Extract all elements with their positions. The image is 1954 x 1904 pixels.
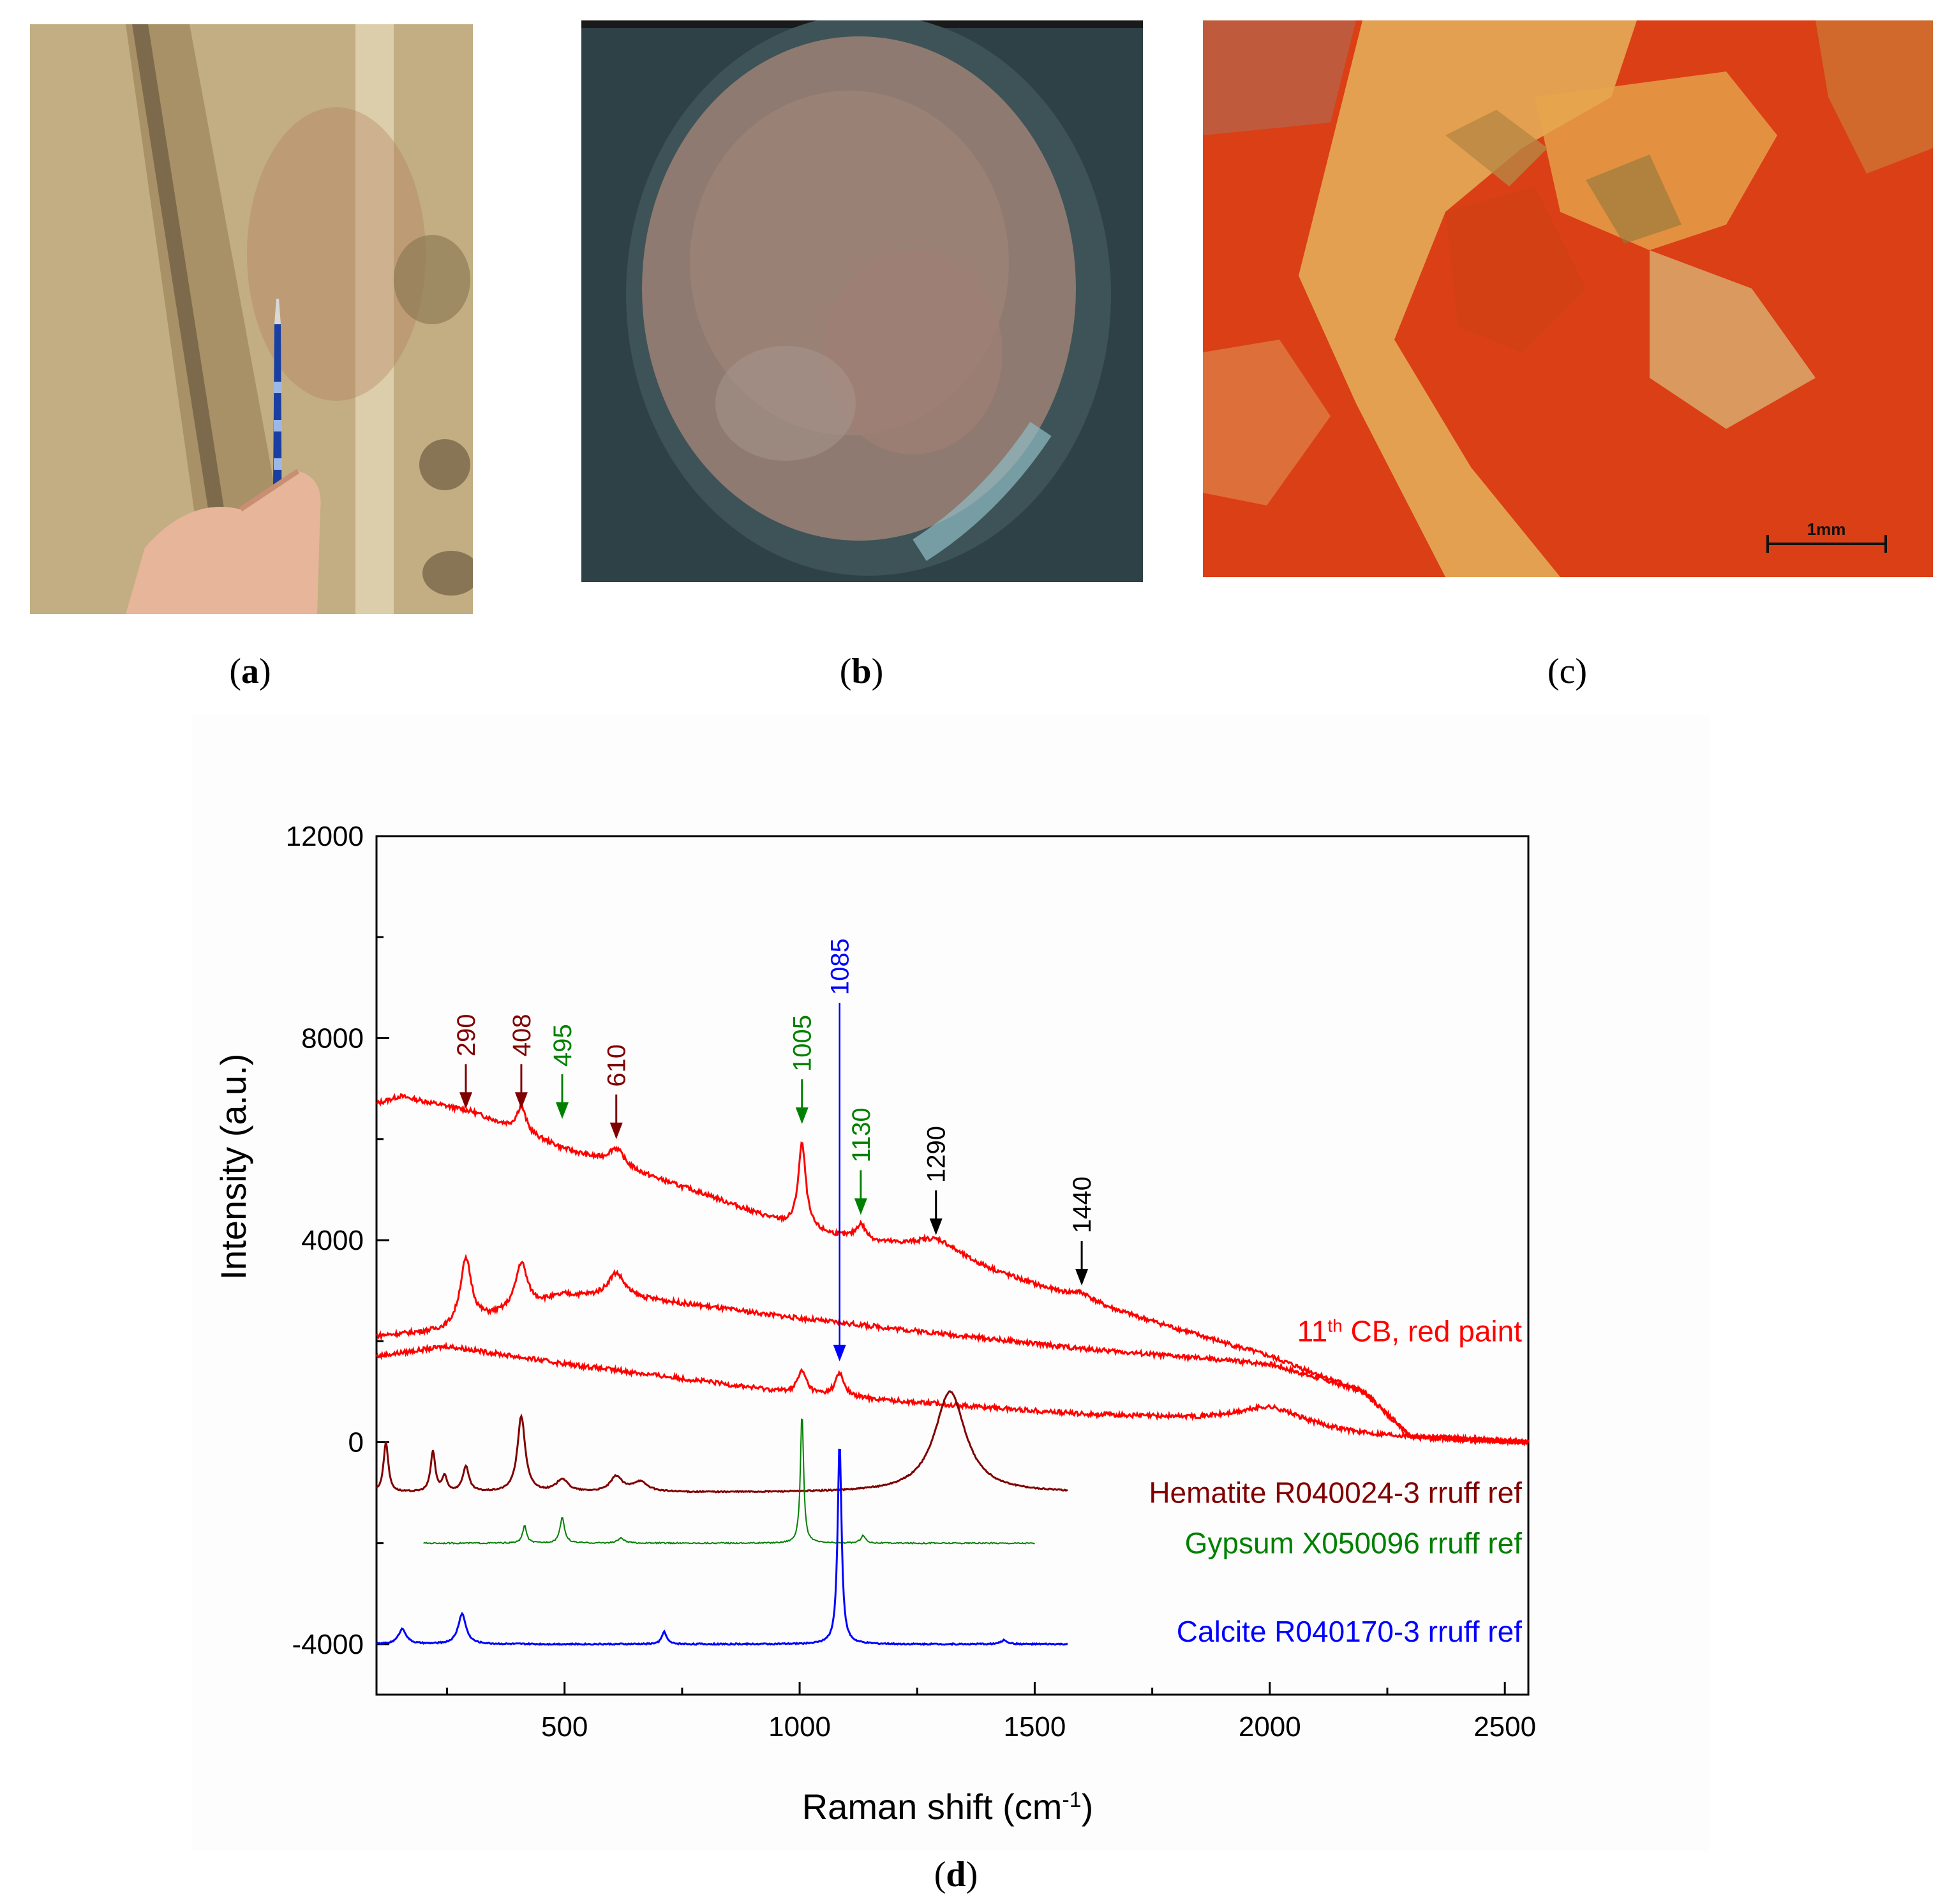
scalebar-label: 1mm (1807, 520, 1846, 539)
peak-arrow-head (556, 1102, 569, 1120)
peak-arrow-head (833, 1344, 846, 1361)
legend-label: 11th CB, red paint (1297, 1314, 1523, 1347)
photo-panel-c: 1mm (1203, 20, 1933, 577)
x-tick-label: 1500 (1003, 1711, 1066, 1743)
legend-label: Calcite R040170-3 rruff ref (1177, 1615, 1522, 1648)
peak-label: 290 (452, 1014, 481, 1056)
y-tick-label: 0 (348, 1427, 364, 1458)
caption-c: (c) (1547, 652, 1588, 691)
peak-label: 1005 (789, 1015, 817, 1072)
peak-label: 610 (603, 1044, 631, 1087)
chart-legend-group: 11th CB, red paint Hematite R040024-3 rru… (1149, 1314, 1522, 1648)
peak-label: 1130 (847, 1107, 876, 1162)
legend-label: Gypsum X050096 rruff ref (1185, 1527, 1523, 1560)
peak-arrow-head (929, 1218, 943, 1236)
legend-label: Hematite R040024-3 rruff ref (1149, 1476, 1522, 1510)
photo-c-image: 1mm (1203, 20, 1933, 577)
photo-b-image (581, 20, 1143, 582)
peak-label: 1290 (923, 1126, 951, 1183)
x-tick-label: 1000 (768, 1711, 831, 1743)
chart-series-group (375, 1093, 1530, 1646)
peak-arrow-head (459, 1092, 472, 1109)
photo-a-image (30, 24, 473, 614)
x-tick-label: 500 (541, 1711, 588, 1743)
spectrum-series-5 (375, 1448, 1068, 1646)
photo-panel-a (30, 24, 473, 614)
spectrum-series-2 (375, 1341, 1530, 1446)
plot-frame (375, 835, 1530, 1696)
peak-arrow-head (514, 1092, 528, 1109)
y-axis-label: Intensity (a.u.) (213, 1054, 253, 1280)
peak-arrow-head (1075, 1269, 1089, 1286)
peak-arrow-head (854, 1198, 867, 1215)
chart-annotations-group: 290 408 495 610 1005 1085 1130 1290 1440 (452, 938, 1096, 1361)
y-tick-label: -4000 (292, 1629, 364, 1660)
peak-arrow-head (609, 1122, 623, 1139)
chart-axes: 500 1000 1500 2000 2500 -4000 0 4000 8000 12000 (286, 821, 1536, 1743)
x-tick-label: 2500 (1473, 1711, 1536, 1743)
spectrum-series-0 (376, 1093, 1530, 1447)
spectrum-series-1 (376, 1254, 1530, 1446)
x-tick-label: 2000 (1239, 1711, 1301, 1743)
photo-panel-b (581, 20, 1143, 582)
peak-label: 408 (508, 1014, 536, 1056)
caption-b: (b) (839, 652, 884, 691)
peak-label: 1440 (1068, 1176, 1096, 1233)
peak-arrow-head (795, 1107, 809, 1124)
y-tick-label: 8000 (301, 1023, 364, 1054)
peak-label: 495 (549, 1024, 577, 1067)
spectrum-series-4 (422, 1418, 1035, 1545)
y-tick-label: 12000 (286, 821, 364, 852)
x-axis-label: Raman shift (cm-1) (802, 1787, 1094, 1827)
spectrum-series-3 (375, 1390, 1068, 1494)
caption-a: (a) (229, 652, 271, 691)
raman-chart-panel: 500 1000 1500 2000 2500 -4000 0 4000 8000 12000 2… (191, 715, 1710, 1851)
raman-chart: 500 1000 1500 2000 2500 -4000 0 4000 8000 12000 2… (213, 821, 1536, 1827)
caption-d: (d) (934, 1855, 978, 1894)
peak-label: 1085 (826, 938, 854, 995)
scalebar: 1mm (1766, 520, 1887, 553)
y-tick-label: 4000 (301, 1225, 364, 1256)
